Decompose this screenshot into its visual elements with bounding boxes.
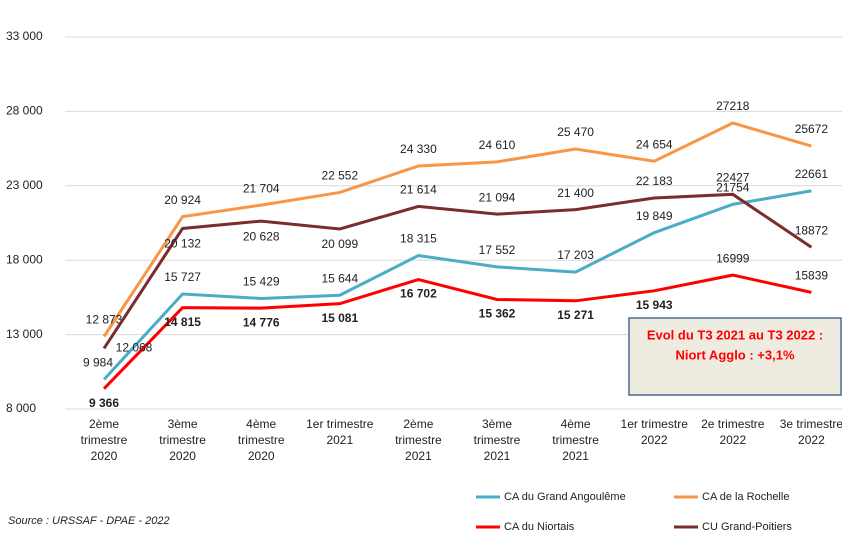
x-tick-label: 2ème — [89, 417, 119, 431]
data-label: 20 924 — [164, 193, 201, 207]
x-tick-label: 2022 — [719, 433, 746, 447]
x-tick-label: 1er trimestre — [306, 417, 374, 431]
x-tick-label: 4ème — [246, 417, 276, 431]
x-tick-label: trimestre — [81, 433, 128, 447]
x-tick-label: 3ème — [482, 417, 512, 431]
data-label: 20 628 — [243, 229, 280, 243]
data-label: 19 849 — [636, 209, 673, 223]
y-tick-label: 8 000 — [6, 401, 36, 415]
series-line — [102, 189, 812, 381]
y-tick-label: 28 000 — [6, 104, 43, 118]
data-label: 9 366 — [89, 396, 119, 410]
data-label: 22427 — [716, 170, 750, 184]
x-tick-label: 2020 — [169, 449, 196, 463]
x-tick-label: trimestre — [552, 433, 599, 447]
data-label: 24 610 — [479, 138, 516, 152]
data-label: 15 362 — [479, 307, 516, 321]
y-tick-label: 23 000 — [6, 178, 43, 192]
y-tick-label: 13 000 — [6, 327, 43, 341]
x-tick-label: trimestre — [159, 433, 206, 447]
data-label: 17 203 — [557, 248, 594, 262]
data-label: 12 873 — [86, 313, 123, 327]
annotation: Niort Agglo : +3,1% — [675, 347, 794, 362]
x-tick-label: 2022 — [798, 433, 825, 447]
data-label: 25 470 — [557, 125, 594, 139]
plot: 9 984 15 727 15 429 15 644 18 315 17 552 17 20… — [83, 99, 828, 533]
legend-label: CA du Grand Angoulême — [504, 491, 626, 503]
legend-label: CU Grand-Poitiers — [702, 521, 792, 533]
data-label: 21754 — [716, 181, 750, 195]
data-label: 15839 — [795, 269, 829, 283]
x-tick-label: 3e trimestre — [780, 417, 842, 431]
data-label: 24 330 — [400, 142, 437, 156]
annotation: Evol du T3 2021 au T3 2022 : — [647, 327, 823, 342]
data-label: 20 099 — [321, 237, 358, 251]
data-label: 14 815 — [164, 315, 201, 329]
x-tick-label: 2021 — [405, 449, 432, 463]
data-label: 15 271 — [557, 308, 594, 322]
data-label: 21 614 — [400, 183, 437, 197]
data-label: 15 943 — [636, 298, 673, 312]
x-tick-label: trimestre — [474, 433, 521, 447]
legend-label: CA du Niortais — [504, 521, 575, 533]
x-tick-label: 2020 — [248, 449, 275, 463]
data-label: 14 776 — [243, 315, 280, 329]
x-tick-label: 3ème — [168, 417, 198, 431]
x-tick-label: trimestre — [395, 433, 442, 447]
x-tick-label: 2ème — [403, 417, 433, 431]
data-label: 15 727 — [164, 270, 201, 284]
data-label: 27218 — [716, 99, 750, 113]
data-label: 20 132 — [164, 237, 201, 251]
legend-label: CA de la Rochelle — [702, 491, 789, 503]
data-label: 18872 — [795, 223, 829, 237]
series-line — [102, 192, 813, 350]
data-label: 18 315 — [400, 232, 437, 246]
x-tick-label: 2022 — [641, 433, 668, 447]
series-line — [102, 121, 812, 338]
x-tick-label: 2e trimestre — [701, 417, 765, 431]
data-label: 15 644 — [321, 271, 358, 285]
data-label: 16999 — [716, 251, 750, 265]
source: Source : URSSAF - DPAE - 2022 — [8, 515, 170, 527]
x-tick-label: 4ème — [561, 417, 591, 431]
data-label: 21 094 — [479, 190, 516, 204]
x-tick-label: 2021 — [562, 449, 589, 463]
series-line — [102, 273, 812, 390]
data-label: 22 183 — [636, 174, 673, 188]
data-label: 12 068 — [116, 341, 153, 355]
x-tick-label: trimestre — [238, 433, 285, 447]
data-label: 16 702 — [400, 287, 437, 301]
y-tick-label: 33 000 — [6, 29, 43, 43]
x-tick-label: 2021 — [326, 433, 353, 447]
data-label: 17 552 — [479, 243, 516, 257]
data-label: 15 081 — [321, 311, 358, 325]
data-label: 25672 — [795, 122, 829, 136]
x-tick-label: 2021 — [484, 449, 511, 463]
data-label: 9 984 — [83, 356, 113, 370]
data-label: 22 552 — [321, 169, 358, 183]
data-label: 21 400 — [557, 186, 594, 200]
data-label: 21 704 — [243, 181, 280, 195]
data-label: 15 429 — [243, 275, 280, 289]
x-tick-label: 2020 — [91, 449, 118, 463]
annotation-box — [628, 317, 842, 396]
data-label: 22661 — [795, 167, 829, 181]
data-label: 24 654 — [636, 137, 673, 151]
x-tick-label: 1er trimestre — [621, 417, 689, 431]
y-tick-label: 18 000 — [6, 252, 43, 266]
